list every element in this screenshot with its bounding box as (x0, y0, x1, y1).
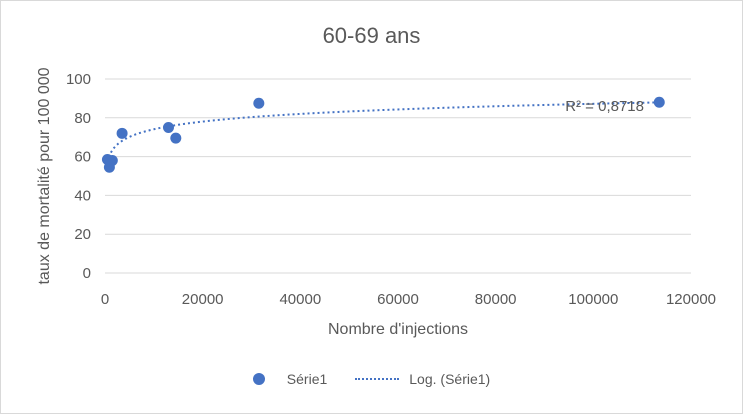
legend-label-trendline: Log. (Série1) (409, 371, 491, 387)
legend-label-series1: Série1 (286, 371, 328, 387)
data-point (106, 154, 118, 166)
legend: Série1 Log. (Série1) (1, 371, 742, 387)
y-tick-label: 40 (74, 187, 91, 204)
data-point (253, 97, 265, 109)
y-tick-label: 20 (74, 226, 91, 243)
chart-title: 60-69 ans (322, 23, 421, 48)
y-tick-label: 100 (66, 71, 91, 88)
gridlines (105, 78, 691, 274)
x-tick-label: 80000 (475, 291, 517, 308)
y-tick-labels: 0 20 40 60 80 100 (66, 71, 91, 282)
y-tick-label: 60 (74, 149, 91, 166)
y-tick-label: 0 (83, 265, 91, 282)
x-tick-label: 120000 (666, 291, 716, 308)
trendline (107, 101, 660, 158)
legend-dotted-line-icon (355, 378, 400, 380)
x-tick-label: 60000 (377, 291, 419, 308)
x-axis-label: Nombre d'injections (328, 321, 468, 338)
y-tick-label: 80 (74, 110, 91, 127)
data-point (653, 96, 665, 108)
r2-annotation: R² = 0,8718 (565, 98, 644, 115)
legend-marker-icon (252, 373, 265, 385)
y-axis-label: taux de mortalité pour 100 000 (36, 67, 53, 284)
x-tick-label: 20000 (182, 291, 224, 308)
x-tick-label: 100000 (568, 291, 618, 308)
data-point (170, 132, 182, 144)
x-tick-label: 0 (101, 291, 109, 308)
x-tick-label: 40000 (279, 291, 321, 308)
data-point (162, 122, 174, 133)
trendline-group (107, 101, 660, 158)
data-point (116, 127, 128, 139)
legend-item-series1: Série1 (252, 371, 328, 387)
data-points (101, 96, 665, 173)
x-tick-labels: 0 20000 40000 60000 80000 100000 120000 (101, 291, 716, 308)
legend-item-trendline: Log. (Série1) (355, 371, 490, 387)
